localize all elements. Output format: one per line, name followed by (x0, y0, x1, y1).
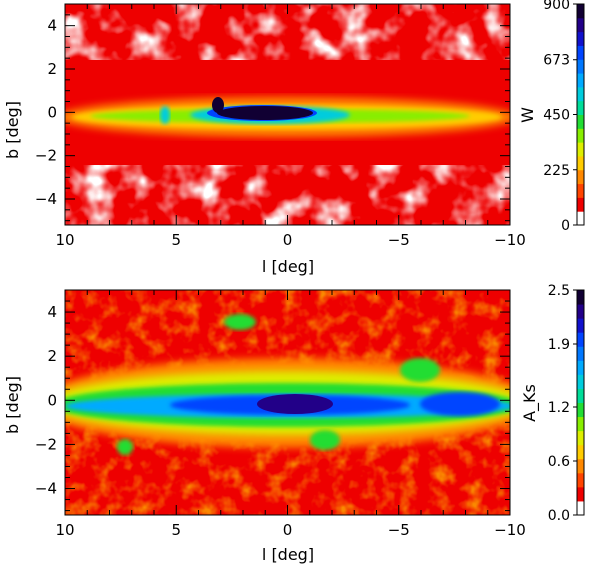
colorbar-tick-label: 450 (543, 108, 570, 124)
colorbar-swatch (577, 388, 584, 403)
colorbar-swatch (577, 444, 584, 460)
x-tick-label: 5 (171, 231, 181, 249)
colorbar-swatch (577, 183, 584, 198)
colorbar-swatch (577, 100, 584, 115)
colorbar-tick-label: 0.6 (548, 454, 570, 470)
colorbar-swatch (577, 458, 584, 474)
w-map-image (65, 4, 510, 225)
y-tick-label: −2 (35, 435, 57, 453)
colorbar-swatch (577, 500, 584, 516)
x-tick-label: −5 (388, 231, 410, 249)
colorbar-tick-label: 0 (561, 218, 570, 234)
colorbar-swatch (577, 169, 584, 185)
colorbar-tick-label: 673 (543, 53, 570, 69)
colorbar-label: W (518, 107, 537, 123)
colorbar-swatch (577, 128, 584, 143)
colorbar-tick-label: 0.0 (548, 508, 570, 524)
colorbar-swatch (577, 374, 584, 389)
colorbar-swatch (577, 45, 584, 60)
colorbar-swatch (577, 197, 584, 212)
colorbar-tick-label: 900 (543, 0, 570, 13)
colorbar-label: A_Ks (520, 384, 540, 422)
colorbar-swatch (577, 290, 584, 305)
colorbar-frame (576, 289, 585, 516)
x-axis-label: l [deg] (262, 257, 314, 276)
colorbar-tick-label: 1.9 (548, 337, 570, 353)
y-tick-label: 0 (47, 391, 57, 409)
y-tick-label: −4 (35, 190, 57, 208)
colorbar-swatch (577, 304, 584, 319)
colorbar-swatch (577, 86, 584, 102)
y-axis-label: b [deg] (3, 101, 22, 159)
colorbar-swatch (577, 430, 584, 446)
colorbar-swatch (577, 360, 584, 375)
colorbar-swatch (577, 211, 584, 226)
x-tick-label: −5 (388, 521, 410, 539)
x-tick-label: 5 (171, 521, 181, 539)
y-tick-label: 4 (47, 17, 57, 35)
x-tick-label: 0 (283, 231, 293, 249)
colorbar-swatch (577, 59, 584, 74)
colorbar-tick-label: 1.2 (548, 400, 570, 416)
colorbar-swatch (577, 402, 584, 418)
y-tick-label: −4 (35, 480, 57, 498)
colorbar-swatch (577, 318, 584, 333)
colorbar-swatch (577, 346, 584, 361)
colorbar-swatch (577, 17, 584, 33)
y-tick-label: 2 (47, 347, 57, 365)
x-tick-label: −10 (494, 521, 526, 539)
x-axis-label: l [deg] (262, 545, 314, 564)
colorbar-swatch (577, 486, 584, 502)
colorbar-swatch (577, 472, 584, 488)
x-tick-label: 10 (55, 521, 74, 539)
colorbar-swatch (577, 142, 584, 157)
aks-map-image (65, 290, 510, 515)
y-tick-label: 4 (47, 303, 57, 321)
y-tick-label: 0 (47, 103, 57, 121)
panel-aks-map: 10 5 0 −5 −10 −4 −2 0 2 4 l [deg] b [deg] 0.0 0.6… (3, 283, 585, 564)
y-axis-label: b [deg] (3, 376, 22, 434)
colorbar-swatch (577, 4, 584, 19)
colorbar-aks (576, 289, 585, 516)
colorbar-w (576, 3, 585, 226)
panel-w-map: 10 5 0 −5 −10 −4 −2 0 2 4 l [deg] b [deg] 0 225 45… (3, 0, 585, 276)
x-tick-label: −10 (494, 231, 526, 249)
colorbar-swatch (577, 73, 584, 88)
colorbar-swatch (577, 332, 584, 347)
colorbar-swatch (577, 114, 584, 129)
colorbar-swatch (577, 31, 584, 46)
colorbar-swatch (577, 416, 584, 432)
colorbar-tick-label: 225 (543, 163, 570, 179)
x-tick-label: 0 (283, 521, 293, 539)
y-tick-label: 2 (47, 60, 57, 78)
colorbar-tick-label: 2.5 (548, 283, 570, 299)
colorbar-swatch (577, 155, 584, 171)
y-tick-label: −2 (35, 147, 57, 165)
x-tick-label: 10 (55, 231, 74, 249)
